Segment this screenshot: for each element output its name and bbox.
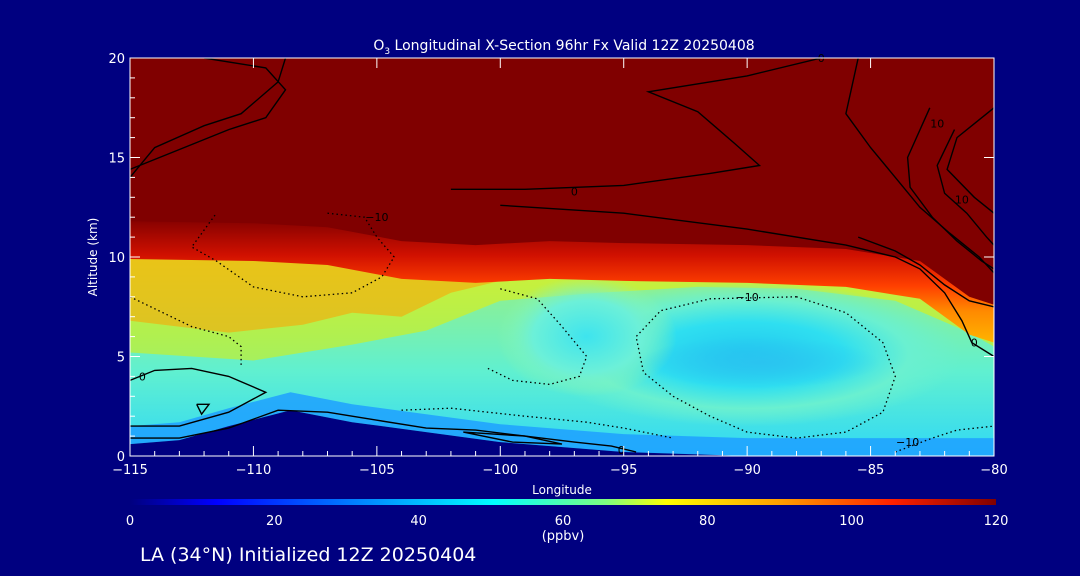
contour-ten-inner-2 (936, 129, 994, 246)
contour-ten-tropopause (857, 236, 994, 308)
contour-lines (130, 58, 994, 453)
terrain-mask (130, 410, 994, 456)
x-tick-label: −105 (359, 463, 395, 478)
contour-zero-small-triangle (196, 403, 211, 416)
colorbar-tick-label: 20 (266, 514, 283, 529)
x-tick-label: −110 (236, 463, 272, 478)
contour-label: 0 (571, 185, 578, 198)
colorbar-tick-label: 40 (410, 514, 427, 529)
contour-label: −10 (736, 291, 759, 304)
contour-zero-tropopause (500, 204, 994, 358)
contour-label: 10 (955, 193, 969, 206)
contour-minus-ten-west-lower (130, 296, 242, 367)
y-tick-label: 15 (108, 152, 125, 167)
x-tick-label: −95 (610, 463, 637, 478)
stratospheric-ozone-region (130, 58, 994, 305)
contour-ten-inner-1 (906, 107, 994, 270)
y-tick-label: 5 (117, 351, 125, 366)
colorbar-unit-label: (ppbv) (542, 529, 585, 544)
chart-title: O3 Longitudinal X-Section 96hr Fx Valid … (373, 38, 754, 57)
contour-label: 0 (618, 444, 625, 457)
contour-ten-upper (845, 58, 994, 274)
contour-zero-small-loop (463, 431, 563, 445)
contour-zero-boundary (130, 409, 637, 453)
contour-zero-left (130, 58, 287, 178)
contour-zero-left-inner (130, 58, 287, 171)
x-tick-label: −90 (733, 463, 760, 478)
x-tick-label: −100 (482, 463, 518, 478)
colorbar-tick-label: 60 (555, 514, 572, 529)
ozone-field (130, 58, 994, 456)
x-tick-label: −85 (857, 463, 884, 478)
contour-label: 0 (971, 337, 978, 350)
colorbar (130, 499, 996, 505)
contour-minus-ten-low (401, 407, 674, 439)
secondary-low-core (496, 276, 677, 397)
contour-label: 0 (139, 370, 146, 383)
contour-ten-inner-3 (946, 107, 994, 214)
colorbar-tick-label: 100 (839, 514, 864, 529)
colorbar-tick-label: 80 (699, 514, 716, 529)
colorbar-ticks: 0 20 40 60 80 100 120 (126, 514, 1009, 529)
contour-label: −10 (365, 211, 388, 224)
x-tick-label: −80 (980, 463, 1007, 478)
y-tick-label: 0 (117, 450, 125, 465)
contour-label: −10 (896, 436, 919, 449)
footer-initialization-text: LA (34°N) Initialized 12Z 20250404 (140, 544, 476, 566)
inner-minimum-core (639, 336, 880, 389)
y-tick-label: 10 (108, 251, 125, 266)
contour-zero-upper (450, 58, 822, 190)
contour-label: 10 (930, 118, 944, 131)
y-tick-label: 20 (108, 52, 125, 67)
x-axis-label: Longitude (532, 483, 592, 497)
contour-zero-low-left (130, 367, 268, 427)
y-axis-label: Altitude (km) (86, 218, 100, 297)
x-tick-label: −115 (112, 463, 148, 478)
tropopause-gradient-band (130, 217, 994, 343)
colorbar-tick-label: 0 (126, 514, 134, 529)
boundary-layer (130, 392, 994, 456)
contour-minus-ten-east (635, 296, 896, 439)
colorbar-tick-label: 120 (984, 514, 1009, 529)
